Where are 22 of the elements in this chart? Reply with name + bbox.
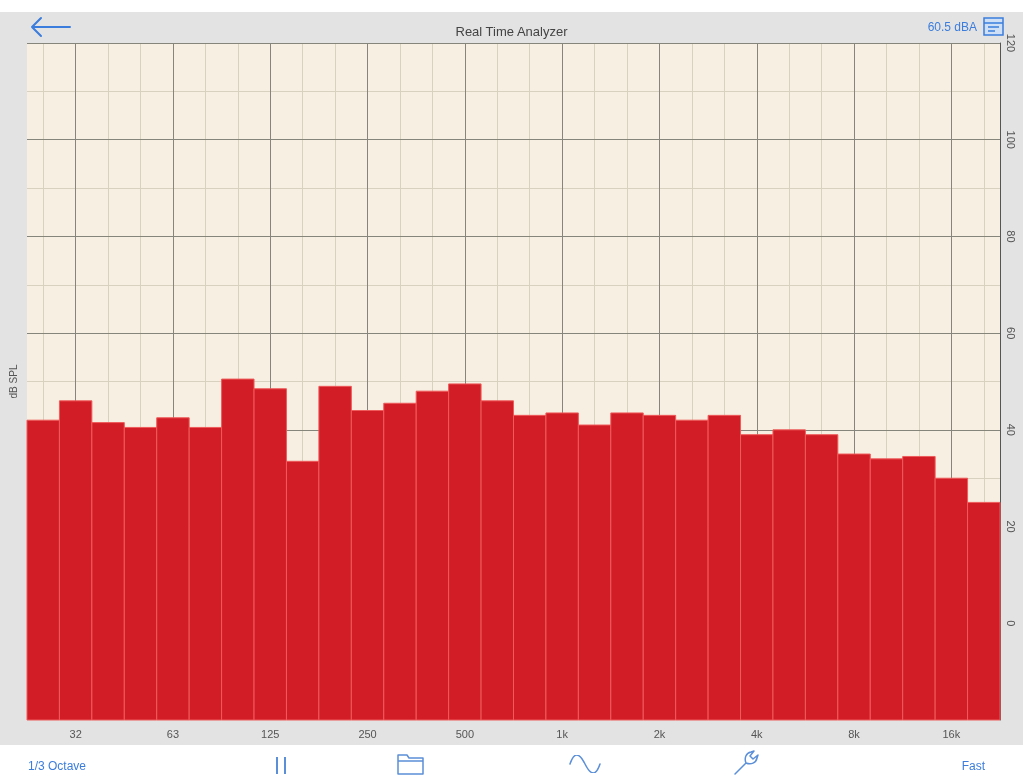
x-tick-label: 32 xyxy=(69,727,82,740)
text: Fast xyxy=(961,759,985,773)
y-tick-label: 120 xyxy=(1004,33,1017,53)
x-tick-label: 4k xyxy=(750,727,764,740)
x-tick-label: 1k xyxy=(556,727,569,740)
x-tick-label: 250 xyxy=(358,727,377,740)
text: 1/3 Octave xyxy=(28,759,87,773)
y-tick-label: 100 xyxy=(1004,130,1017,149)
x-tick-label: 63 xyxy=(166,727,180,740)
y-tick-label: 20 xyxy=(1004,520,1017,533)
x-tick-label: 16k xyxy=(942,727,961,740)
x-tick-label: 125 xyxy=(261,727,280,740)
y-axis-title: dB SPL xyxy=(7,364,19,399)
chart-title: Real Time Analyzer xyxy=(455,24,569,39)
y-tick-label: 60 xyxy=(1004,327,1017,340)
y-tick-label: 80 xyxy=(1004,230,1017,243)
x-tick-label: 500 xyxy=(455,727,475,740)
y-tick-label: 40 xyxy=(1004,423,1017,436)
x-tick-label: 2k xyxy=(653,727,666,740)
y-tick-label: 0 xyxy=(1004,620,1017,627)
x-tick-label: 8k xyxy=(848,727,861,740)
text: 60.5 dBA xyxy=(927,20,977,34)
